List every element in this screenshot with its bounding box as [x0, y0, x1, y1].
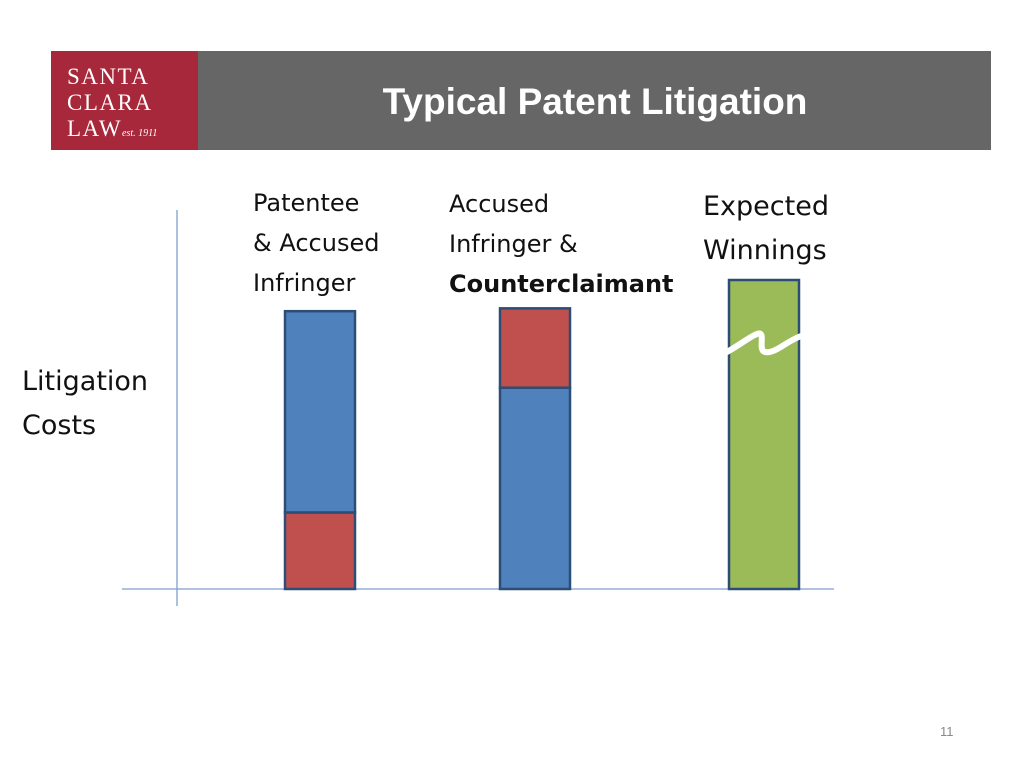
category-label-line: Infringer &	[449, 230, 578, 258]
category-label-line: Accused	[449, 190, 550, 218]
bar-0-segment-0	[283, 511, 357, 591]
header-bar	[51, 51, 991, 150]
y-axis-label: Litigation Costs	[22, 360, 148, 448]
bar-2-segment-0	[727, 278, 801, 591]
logo-line-3: LAW	[67, 116, 123, 141]
page-number: 11	[940, 724, 954, 739]
category-label-expected-winnings: Expected Winnings	[703, 185, 829, 273]
santa-clara-law-logo: SANTA CLARA LAW est. 1911	[51, 51, 198, 150]
slide-title-text: Typical Patent Litigation	[382, 81, 808, 122]
bar-0-segment-1	[283, 309, 357, 514]
bar-1-segment-1	[498, 307, 572, 389]
y-axis-label-line: Litigation	[22, 366, 149, 397]
logo-line-2: CLARA	[67, 90, 153, 115]
category-label-line: & Accused	[253, 229, 380, 257]
slide-title: Typical Patent Litigation	[200, 78, 990, 126]
y-axis-label-line: Costs	[22, 410, 97, 441]
category-label-line: Counterclaimant	[449, 270, 674, 298]
category-label-line: Winnings	[703, 235, 827, 266]
logo-line-1: SANTA	[67, 64, 150, 89]
category-label-line: Expected	[703, 191, 829, 222]
logo-established: est. 1911	[122, 128, 158, 139]
category-label-accused-infringer: Accused Infringer & Counterclaimant	[449, 184, 674, 304]
bar-1-segment-0	[498, 386, 572, 591]
category-label-line: Patentee	[253, 189, 360, 217]
axis-break-mark	[724, 330, 804, 356]
category-label-line: Infringer	[253, 269, 356, 297]
category-label-patentee: Patentee & Accused Infringer	[253, 183, 379, 303]
